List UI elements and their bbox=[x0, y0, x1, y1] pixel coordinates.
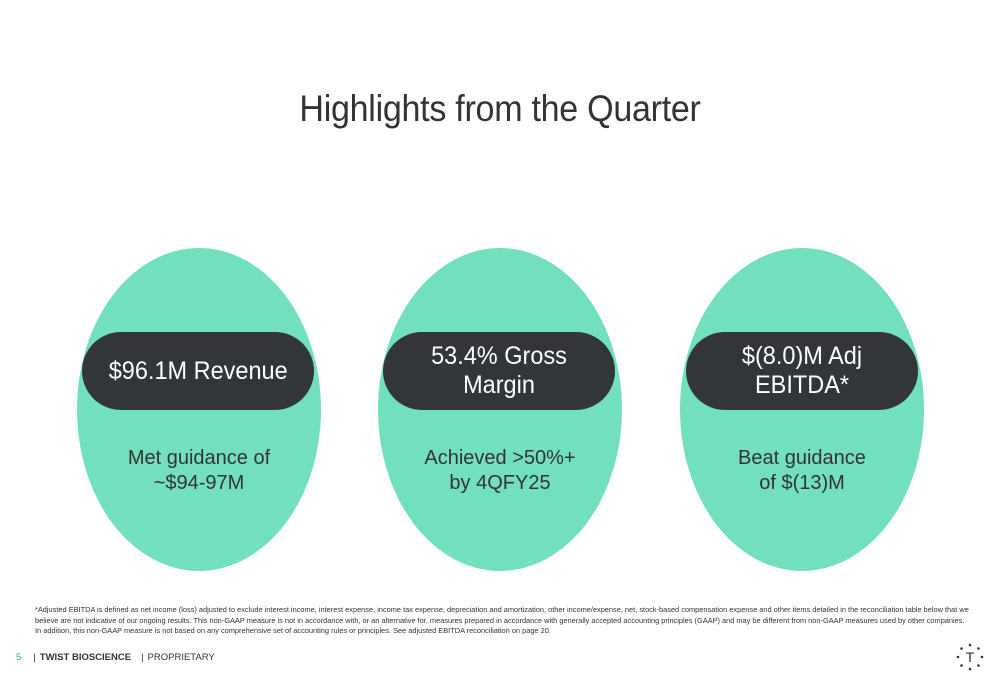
metric-revenue: $96.1M Revenue bbox=[108, 356, 288, 385]
metric-gross-margin: 53.4% Gross Margin bbox=[431, 342, 567, 399]
note-gross-margin: Achieved >50%+ by 4QFY25 bbox=[378, 446, 622, 496]
page-number: 5 bbox=[16, 652, 22, 663]
metric-pill-adj-ebitda: $(8.0)M Adj EBITDA* bbox=[686, 332, 918, 410]
note-gross-margin-line2: by 4QFY25 bbox=[449, 472, 551, 494]
proprietary-label: PROPRIETARY bbox=[147, 652, 215, 663]
note-revenue-line2: ~$94-97M bbox=[153, 472, 245, 494]
metric-pill-revenue: $96.1M Revenue bbox=[82, 332, 314, 410]
note-adj-ebitda: Beat guidance of $(13)M bbox=[680, 446, 924, 496]
footer: 5 | TWIST BIOSCIENCE | PROPRIETARY bbox=[16, 652, 215, 663]
metric-pill-gross-margin: 53.4% Gross Margin bbox=[383, 332, 615, 410]
twist-logo-icon: T bbox=[956, 643, 984, 671]
company-name: TWIST BIOSCIENCE bbox=[39, 652, 132, 663]
slide-title: Highlights from the Quarter bbox=[299, 88, 701, 129]
note-revenue: Met guidance of ~$94-97M bbox=[77, 446, 321, 496]
footer-separator: | bbox=[33, 652, 36, 663]
note-revenue-line1: Met guidance of bbox=[127, 447, 271, 469]
metric-adj-ebitda: $(8.0)M Adj EBITDA* bbox=[741, 342, 863, 399]
note-adj-ebitda-line1: Beat guidance bbox=[738, 447, 866, 469]
footnote: *Adjusted EBITDA is defined as net incom… bbox=[35, 605, 969, 635]
note-gross-margin-line1: Achieved >50%+ bbox=[424, 447, 576, 469]
logo-letter: T bbox=[966, 649, 975, 665]
note-adj-ebitda-line2: of $(13)M bbox=[759, 472, 845, 494]
footer-separator-2: | bbox=[141, 652, 144, 663]
